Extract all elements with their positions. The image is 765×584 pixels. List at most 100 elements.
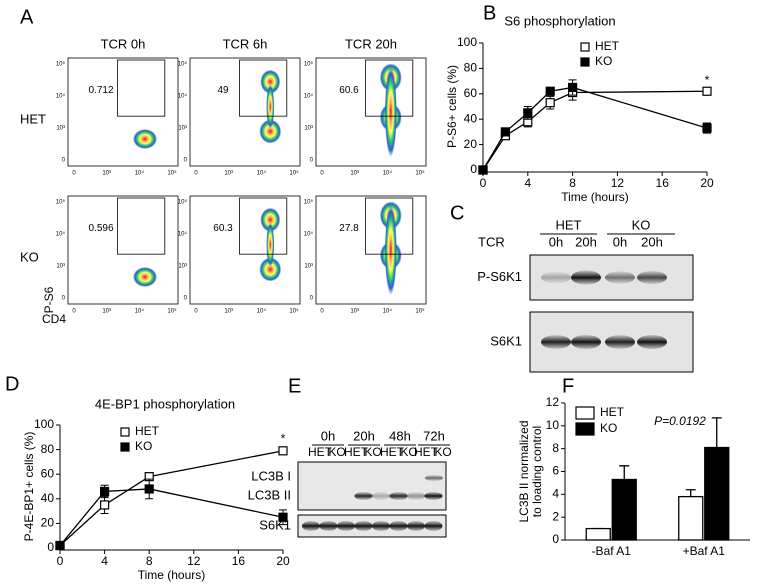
x-tick-label: 0 bbox=[480, 176, 487, 190]
x-tick-label: 12 bbox=[611, 176, 625, 190]
y-tick-label: 6 bbox=[552, 464, 559, 478]
cell-cloud bbox=[384, 205, 397, 295]
x-tick-label: -Baf A1 bbox=[592, 544, 632, 558]
cell-cloud bbox=[133, 267, 157, 287]
genotype-label: HET bbox=[414, 445, 439, 459]
legend-label: HET bbox=[135, 424, 160, 438]
bar bbox=[611, 478, 637, 541]
band bbox=[389, 521, 408, 531]
y-tick-label: 100 bbox=[34, 417, 54, 431]
timepoint-label: 48h bbox=[389, 428, 411, 443]
error-bar bbox=[619, 465, 630, 480]
genotype-label: KO bbox=[328, 445, 345, 459]
timepoint-label: 20h bbox=[353, 428, 375, 443]
data-point bbox=[55, 540, 65, 551]
chart-title: S6 phosphorylation bbox=[504, 13, 615, 28]
data-point bbox=[478, 165, 488, 175]
band-label: S6K1 bbox=[259, 517, 291, 532]
y-axis-label: LC3B II normalizedto loading control bbox=[517, 420, 544, 522]
cell-cloud bbox=[259, 119, 282, 144]
y-tick-label: 0 bbox=[552, 532, 559, 546]
legend-marker bbox=[580, 42, 590, 52]
y-tick-label: 0 bbox=[62, 158, 66, 164]
y-axis-label: P-4E-BP1+ cells (%) bbox=[22, 432, 36, 542]
gate-value: 60.6 bbox=[339, 85, 359, 96]
series-line bbox=[59, 488, 284, 546]
panel-label: E bbox=[288, 375, 301, 397]
gate bbox=[365, 59, 414, 117]
x-tick-label: 10⁴ bbox=[257, 170, 267, 177]
x-tick-label: 0 bbox=[194, 171, 198, 177]
row-label: TCR bbox=[478, 234, 505, 249]
panel-label: C bbox=[450, 202, 464, 224]
y-tick-label: 40 bbox=[464, 111, 478, 125]
y-tick-label: 4 bbox=[552, 487, 559, 501]
y-tick-label: 10⁴ bbox=[56, 93, 66, 100]
data-point bbox=[523, 108, 533, 118]
genotype-label: KO bbox=[434, 445, 451, 459]
x-tick-label: 0 bbox=[72, 309, 76, 315]
column-header: TCR 6h bbox=[223, 36, 268, 51]
error-bar bbox=[685, 489, 696, 497]
band bbox=[424, 521, 443, 531]
x-tick-label: 0 bbox=[194, 309, 198, 315]
y-tick-label: 10⁵ bbox=[56, 61, 66, 68]
cell-cloud bbox=[260, 207, 281, 232]
gate bbox=[117, 59, 166, 117]
legend-swatch bbox=[575, 422, 595, 436]
x-tick-label: 10³ bbox=[102, 171, 111, 177]
x-tick-label: 10⁵ bbox=[289, 308, 299, 315]
y-tick-label: 0 bbox=[310, 158, 314, 164]
y-tick-label: 60 bbox=[464, 86, 478, 100]
legend-label: HET bbox=[595, 39, 620, 53]
group-label: HET bbox=[556, 217, 582, 232]
band-label: LC3B I bbox=[251, 468, 291, 483]
y-tick-label: 10⁴ bbox=[178, 93, 188, 100]
genotype-label: HET bbox=[308, 445, 333, 459]
y-tick-label: 20 bbox=[41, 516, 55, 530]
x-axis-label: Time (hours) bbox=[561, 190, 629, 204]
genotype-label: HET bbox=[380, 445, 405, 459]
data-point bbox=[702, 86, 712, 96]
y-tick-label: 10⁵ bbox=[304, 199, 314, 206]
y-tick-label: 10⁵ bbox=[178, 61, 188, 68]
lane-label: 0h bbox=[549, 234, 563, 249]
gate bbox=[117, 197, 166, 255]
y-tick-label: 12 bbox=[546, 395, 560, 409]
band bbox=[425, 475, 443, 481]
band bbox=[372, 492, 390, 500]
legend-swatch bbox=[575, 406, 595, 420]
x-tick-label: 8 bbox=[569, 176, 576, 190]
y-tick-label: 10⁵ bbox=[56, 199, 66, 206]
y-tick-label: 10 bbox=[546, 418, 560, 432]
y-tick-label: 0 bbox=[47, 540, 54, 554]
panel-label: B bbox=[483, 2, 496, 24]
legend-label: KO bbox=[595, 54, 612, 68]
y-tick-label: 0 bbox=[470, 162, 477, 176]
data-point bbox=[545, 86, 555, 96]
series-line bbox=[482, 90, 708, 171]
panel-label: D bbox=[5, 373, 19, 395]
x-tick-label: 20 bbox=[700, 176, 714, 190]
annotation: P=0.0192 bbox=[654, 414, 706, 428]
x-tick-label: 10³ bbox=[350, 309, 359, 315]
gate bbox=[239, 59, 288, 117]
lane-label: 20h bbox=[575, 234, 597, 249]
x-tick-label: 16 bbox=[656, 176, 670, 190]
x-tick-label: 10³ bbox=[102, 309, 111, 315]
legend-label: KO bbox=[600, 421, 617, 435]
band bbox=[354, 492, 373, 500]
flow-plot bbox=[315, 57, 427, 167]
cell-cloud bbox=[266, 84, 275, 129]
legend-marker bbox=[120, 442, 130, 452]
y-tick-label: 10³ bbox=[178, 264, 187, 270]
gate-value: 60.3 bbox=[213, 223, 233, 234]
x-tick-label: 10⁴ bbox=[257, 308, 267, 315]
y-tick-label: 10⁵ bbox=[178, 199, 188, 206]
gate bbox=[239, 197, 288, 255]
x-tick-label: 0 bbox=[320, 309, 324, 315]
legend-marker bbox=[580, 57, 590, 67]
row-label: HET bbox=[20, 111, 46, 126]
cell-cloud bbox=[384, 67, 397, 157]
band bbox=[605, 335, 635, 349]
